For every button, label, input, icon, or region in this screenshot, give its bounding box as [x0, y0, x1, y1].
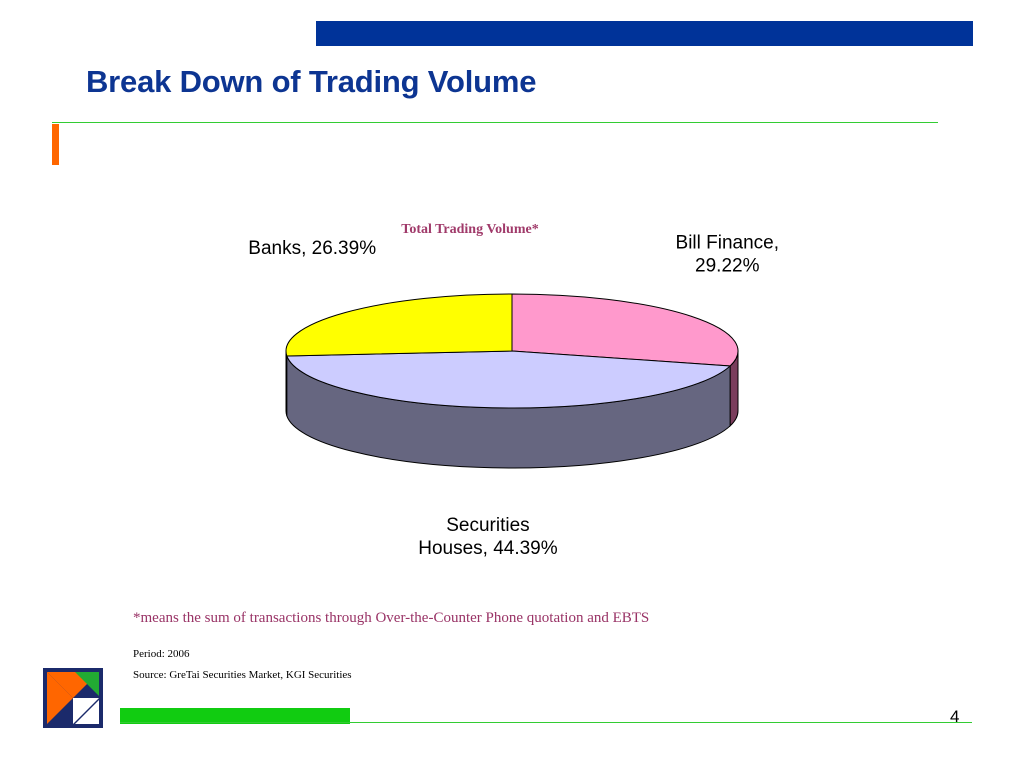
pie-label-0: Bill Finance, 29.22%	[676, 233, 780, 277]
footer-green-bar	[120, 708, 350, 724]
page-number: 4	[950, 707, 960, 726]
chart-footnote: *means the sum of transactions through O…	[133, 610, 650, 626]
pie-label-2-line-0: Banks, 26.39%	[248, 238, 376, 259]
source-note: Source: GreTai Securities Market, KGI Se…	[133, 669, 352, 681]
title-divider	[52, 122, 938, 123]
header-bar	[316, 21, 973, 46]
period-note: Period: 2006	[133, 648, 190, 660]
pie-slice-0	[511, 293, 739, 367]
orange-accent-marker	[52, 124, 59, 165]
pie-label-2: Banks, 26.39%	[248, 238, 376, 259]
pie-slice-2	[285, 293, 513, 357]
pie-label-1: Securities Houses, 44.39%	[418, 515, 558, 559]
company-logo	[43, 668, 103, 728]
chart-title: Total Trading Volume*	[401, 222, 538, 237]
pie-label-1-line-1: Houses, 44.39%	[418, 538, 558, 559]
pie-label-0-line-0: Bill Finance,	[676, 233, 780, 254]
pie-label-0-line-1: 29.22%	[695, 256, 760, 277]
pie-label-1-line-0: Securities	[446, 515, 529, 536]
footer-divider	[120, 722, 972, 723]
slide-title: Break Down of Trading Volume	[86, 64, 537, 99]
pie-slice-1	[286, 350, 732, 409]
